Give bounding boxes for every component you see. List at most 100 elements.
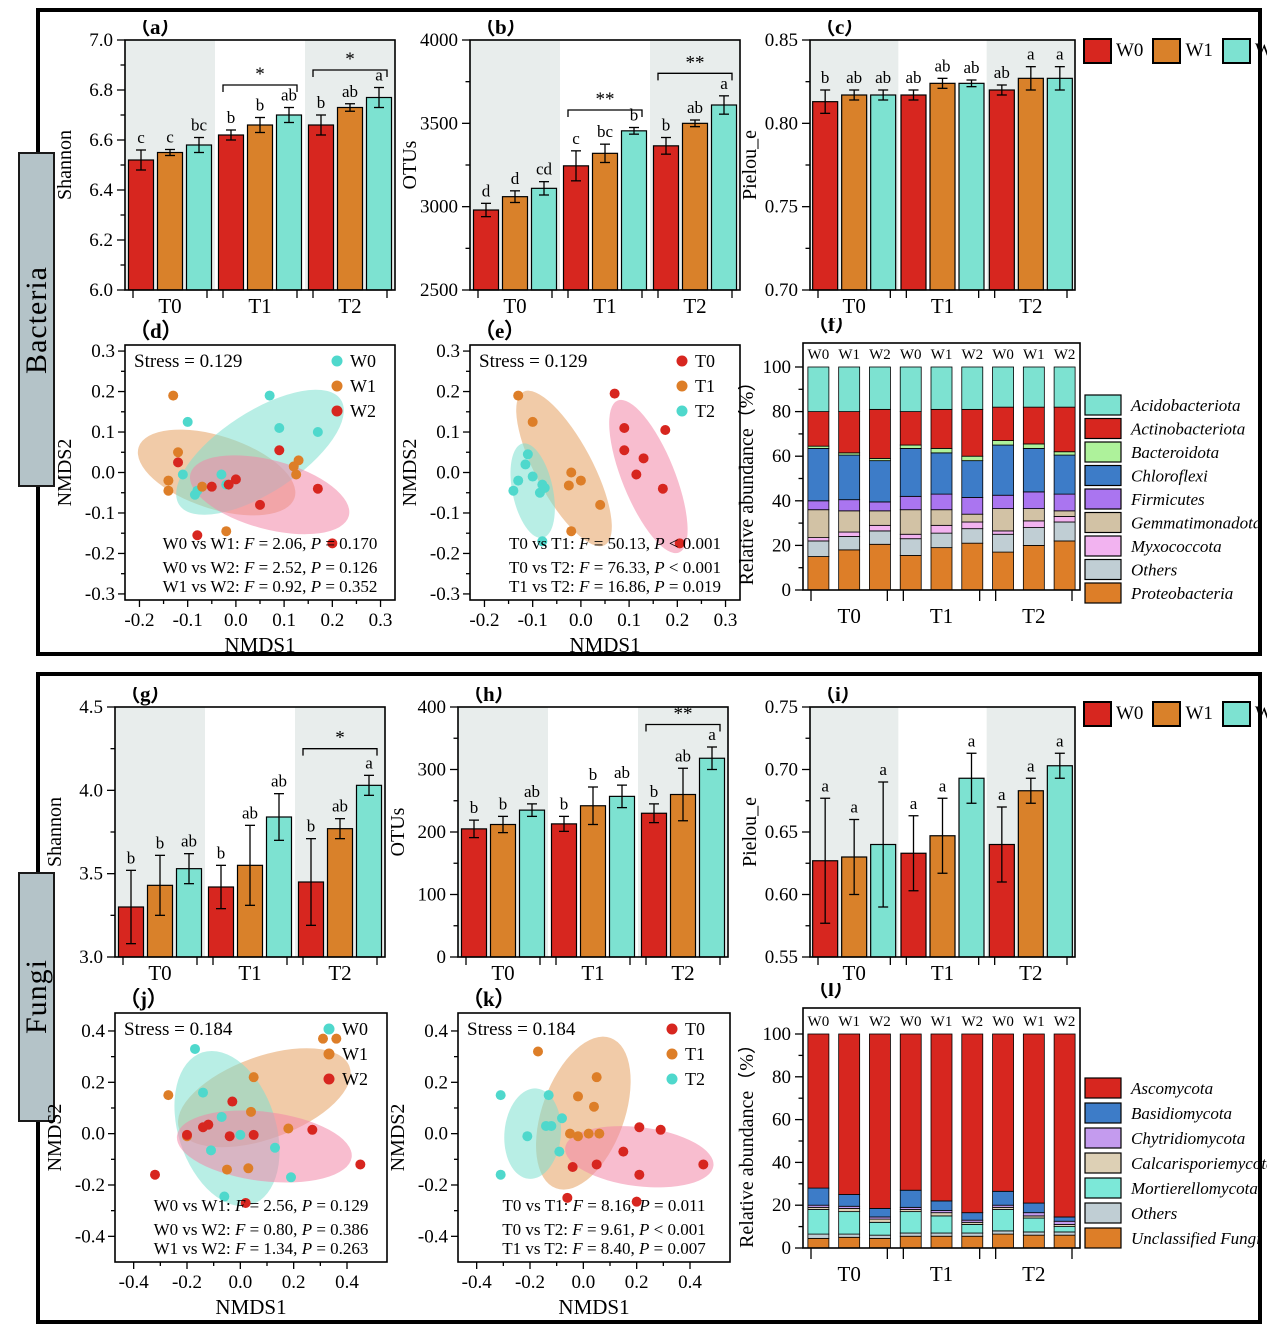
scatter-point-W1: [197, 482, 207, 492]
scatter-point-W2: [249, 1130, 259, 1140]
x-category-label: T1: [931, 294, 954, 318]
sig-letter: ab: [342, 82, 358, 101]
stack-seg-Myxococcota: [808, 538, 829, 541]
stack-seg-Basidiomycota: [993, 1191, 1014, 1205]
sig-letter: d: [482, 181, 491, 200]
sig-letter: b: [256, 96, 265, 115]
sig-letter: b: [227, 108, 236, 127]
y-tick-label: 400: [418, 697, 447, 718]
stacked-bar-label: W2: [869, 1014, 891, 1030]
panel-k-chart: （k）-0.4-0.20.00.20.4-0.4-0.20.00.20.4NMD…: [388, 988, 750, 1326]
stack-seg-Gemmatimonadota: [808, 510, 829, 538]
taxon-legend-swatch-Bacteroidota: [1085, 442, 1121, 462]
scatter-point-W1: [283, 1124, 293, 1134]
scatter-point-T2: [546, 1121, 556, 1131]
scatter-legend-dot-T0: [677, 356, 688, 367]
x-group-label: T1: [930, 1262, 953, 1286]
scatter-point-T1: [564, 480, 574, 490]
stack-seg-Acidobacteriota: [962, 367, 983, 409]
stack-seg-Bacteroidota: [900, 445, 921, 448]
bar-W2-T1: [622, 131, 647, 290]
stack-seg-Chloroflexi: [931, 453, 952, 494]
bar-W1-T0: [491, 825, 516, 958]
y-tick-label: 0.0: [81, 1124, 105, 1145]
panel-d-title: （d）: [129, 319, 183, 343]
stack-seg-Firmicutes: [1054, 494, 1075, 511]
scatter-point-T1: [566, 468, 576, 478]
stack-seg-Acidobacteriota: [808, 367, 829, 412]
bacteria-section-label: Bacteria: [18, 152, 55, 487]
panel-c-title: （c）: [814, 20, 865, 39]
bar-W0-T0: [813, 102, 838, 290]
bar-W0-T2: [309, 125, 334, 290]
scatter-point-T2: [557, 1113, 567, 1123]
taxon-legend-label: Acidobacteriota: [1130, 396, 1241, 415]
stack-seg-Bacteroidota: [931, 448, 952, 452]
stack-seg-Others: [869, 1235, 890, 1238]
x-axis-label: NMDS1: [569, 633, 640, 657]
sig-bracket-label: *: [255, 64, 265, 85]
taxon-legend-label: Unclassified Fungi: [1131, 1229, 1261, 1248]
scatter-legend-dot-T2: [677, 406, 688, 417]
taxon-legend-swatch-Chytridiomycota: [1085, 1128, 1121, 1148]
permanova-stat-line: W0 vs W1: F = 2.56, P = 0.129: [154, 1196, 369, 1215]
y-axis-label: Relative abundance（%）: [738, 1034, 758, 1248]
panel-j-title: （j）: [119, 988, 168, 1011]
scatter-legend-dot-W0: [324, 1024, 335, 1035]
x-group-label: T2: [1022, 1262, 1045, 1286]
legend-item-W2: W2: [1222, 38, 1267, 64]
stack-seg-Ascomycota: [839, 1034, 860, 1195]
y-tick-label: 0.4: [424, 1021, 448, 1042]
permanova-stat-line: W1 vs W2: F = 0.92, P = 0.352: [163, 577, 378, 596]
legend-swatch-W0: [1083, 701, 1112, 727]
stack-seg-Others: [931, 533, 952, 547]
x-tick-label: -0.2: [515, 1272, 545, 1293]
bar-W0-T2: [654, 146, 679, 290]
scatter-point-W1: [318, 1034, 328, 1044]
sig-letter: ab: [846, 68, 862, 87]
treatment-legend-bacteria: W0 W1 W2: [1083, 38, 1267, 64]
scatter-point-W1: [163, 1090, 173, 1100]
scatter-point-W1: [163, 486, 173, 496]
stack-seg-Actinobacteriota: [931, 409, 952, 448]
scatter-point-W0: [178, 470, 188, 480]
sig-letter: cd: [536, 160, 553, 179]
permanova-stat-line: T0 vs T2: F = 76.33, P < 0.001: [509, 558, 721, 577]
scatter-point-T2: [554, 1147, 564, 1157]
panel-c-chart: （c）0.700.750.800.85Pielou_ebababababaaba…: [740, 20, 1085, 335]
taxon-legend-swatch-Firmicutes: [1085, 489, 1121, 509]
scatter-point-T1: [565, 1129, 575, 1139]
stacked-bar-label: W0: [992, 347, 1014, 363]
stack-seg-Mortierellomycota: [1023, 1218, 1044, 1232]
x-tick-label: -0.2: [124, 610, 154, 631]
stacked-bar-label: W1: [931, 347, 953, 363]
bar-W0-T1: [901, 95, 926, 290]
y-tick-label: 3000: [420, 197, 458, 218]
scatter-point-W0: [265, 391, 275, 401]
stack-seg-Basidiomycota: [931, 1201, 952, 1211]
scatter-legend-label: T0: [695, 351, 715, 371]
scatter-point-W2: [355, 1159, 365, 1169]
x-axis-label: NMDS1: [558, 1295, 629, 1319]
sig-letter: b: [499, 794, 508, 813]
sig-letter: ab: [687, 98, 703, 117]
taxon-legend-label: Gemmatimonadota: [1131, 514, 1261, 533]
legend-item-W0: W0: [1083, 38, 1143, 64]
panel-h-chart: （h）0100200300400OTUsbbbbbabababa**T0T1T2: [388, 687, 746, 1002]
scatter-point-W1: [331, 1034, 341, 1044]
legend-label: W1: [1185, 40, 1212, 62]
y-tick-label: 6.4: [89, 180, 113, 201]
stacked-bar-label: W0: [900, 1014, 922, 1030]
scatter-point-W0: [190, 490, 200, 500]
stack-seg-Chloroflexi: [993, 445, 1014, 495]
bar-W0-T0: [474, 210, 499, 290]
bar-W0-T1: [552, 824, 577, 957]
scatter-point-T0: [610, 389, 620, 399]
bar-W2-T2: [367, 98, 392, 291]
bar-W1-T1: [581, 806, 606, 957]
stack-seg-Others: [839, 536, 860, 549]
y-tick-label: 200: [418, 822, 447, 843]
stacked-bar-label: W0: [808, 347, 830, 363]
y-tick-label: 0.75: [765, 197, 798, 218]
scatter-point-W0: [216, 470, 226, 480]
